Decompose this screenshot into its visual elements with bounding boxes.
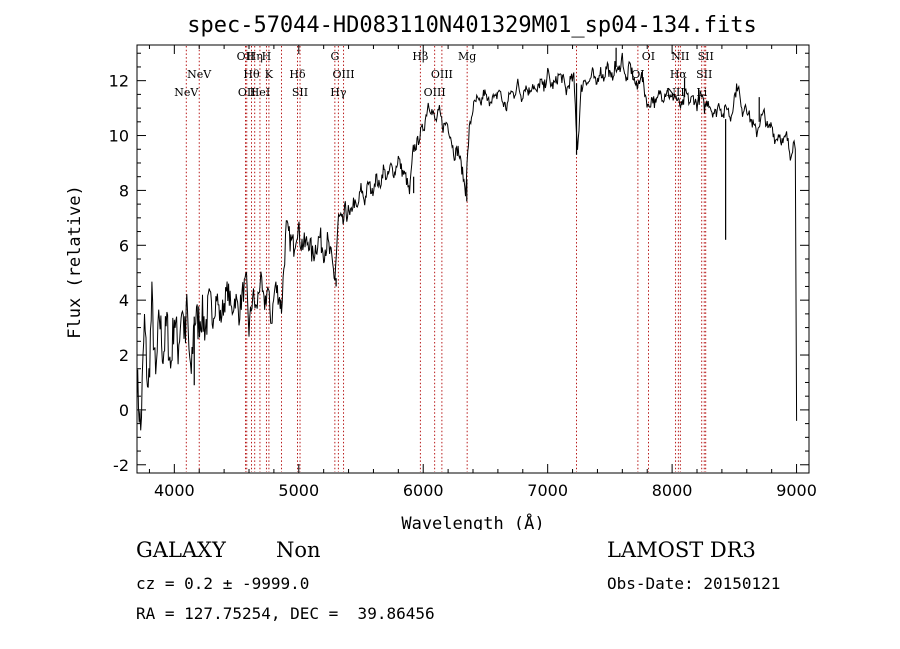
observation-date: Obs-Date: 20150121 bbox=[607, 574, 781, 593]
line-label-25: Li bbox=[696, 86, 707, 99]
spectrum-chart: spec-57044-HD083110N401329M01_sp04-134.f… bbox=[65, 13, 817, 530]
line-label-2: OII bbox=[237, 50, 255, 63]
survey-name: LAMOST DR3 bbox=[607, 538, 756, 562]
line-label-18: Mg bbox=[458, 50, 476, 63]
line-label-8: K bbox=[265, 68, 274, 81]
object-class: GALAXY bbox=[136, 538, 226, 562]
y-axis: -2 0 2 4 6 8 10 12 bbox=[109, 52, 809, 475]
x-tick-label-4: 8000 bbox=[652, 481, 693, 500]
x-tick-label-2: 6000 bbox=[403, 481, 444, 500]
line-label-6: HeI bbox=[250, 86, 270, 99]
coordinates: RA = 127.75254, DEC = 39.86456 bbox=[136, 604, 435, 623]
x-tick-label-0: 4000 bbox=[154, 481, 195, 500]
y-tick-label-2: 2 bbox=[119, 346, 129, 365]
object-subclass: Non bbox=[276, 538, 321, 562]
y-tick-label-1: 0 bbox=[119, 401, 129, 420]
line-label-12: G bbox=[330, 50, 339, 63]
line-label-14: OIII bbox=[333, 68, 355, 81]
line-label-1: NeV bbox=[187, 68, 212, 81]
y-tick-label-6: 10 bbox=[109, 127, 129, 146]
y-tick-label-7: 12 bbox=[109, 72, 129, 91]
line-label-10: Hδ bbox=[289, 68, 306, 81]
spectrum-spikes bbox=[193, 47, 760, 386]
line-label-24: NII bbox=[671, 50, 689, 63]
line-label-21: OI bbox=[642, 50, 655, 63]
line-label-11: SII bbox=[292, 86, 308, 99]
y-tick-label-5: 8 bbox=[119, 181, 129, 200]
line-label-7: H bbox=[262, 50, 272, 63]
line-label-23: Hα bbox=[670, 68, 688, 81]
line-label-5: Hη bbox=[247, 50, 263, 63]
x-tick-label-1: 5000 bbox=[278, 481, 319, 500]
line-label-4: Hθ bbox=[243, 68, 260, 81]
spectrum-line bbox=[136, 52, 798, 431]
line-label-22: NII bbox=[666, 86, 684, 99]
line-label-0: NeV bbox=[174, 86, 199, 99]
line-label-26: SII bbox=[696, 68, 712, 81]
y-tick-label-0: -2 bbox=[113, 456, 129, 475]
line-label-16: OIII bbox=[424, 86, 446, 99]
line-label-3: OII bbox=[238, 86, 256, 99]
y-tick-label-4: 6 bbox=[119, 236, 129, 255]
x-tick-label-3: 7000 bbox=[527, 481, 568, 500]
redshift-value: cz = 0.2 ± -9999.0 bbox=[136, 574, 310, 593]
x-tick-label-5: 9000 bbox=[776, 481, 817, 500]
emission-line-markers bbox=[185, 46, 707, 472]
line-label-17: OIII bbox=[431, 68, 453, 81]
chart-title: spec-57044-HD083110N401329M01_sp04-134.f… bbox=[187, 13, 757, 38]
y-tick-label-3: 4 bbox=[119, 291, 129, 310]
x-axis: 4000 5000 6000 7000 8000 9000 bbox=[148, 45, 817, 500]
y-axis-label: Flux (relative) bbox=[65, 185, 85, 339]
line-label-15: Hβ bbox=[412, 50, 428, 63]
line-label-27: SII bbox=[698, 50, 714, 63]
x-axis-label: Wavelength (Å) bbox=[401, 512, 544, 530]
line-label-13: Hγ bbox=[330, 86, 347, 99]
